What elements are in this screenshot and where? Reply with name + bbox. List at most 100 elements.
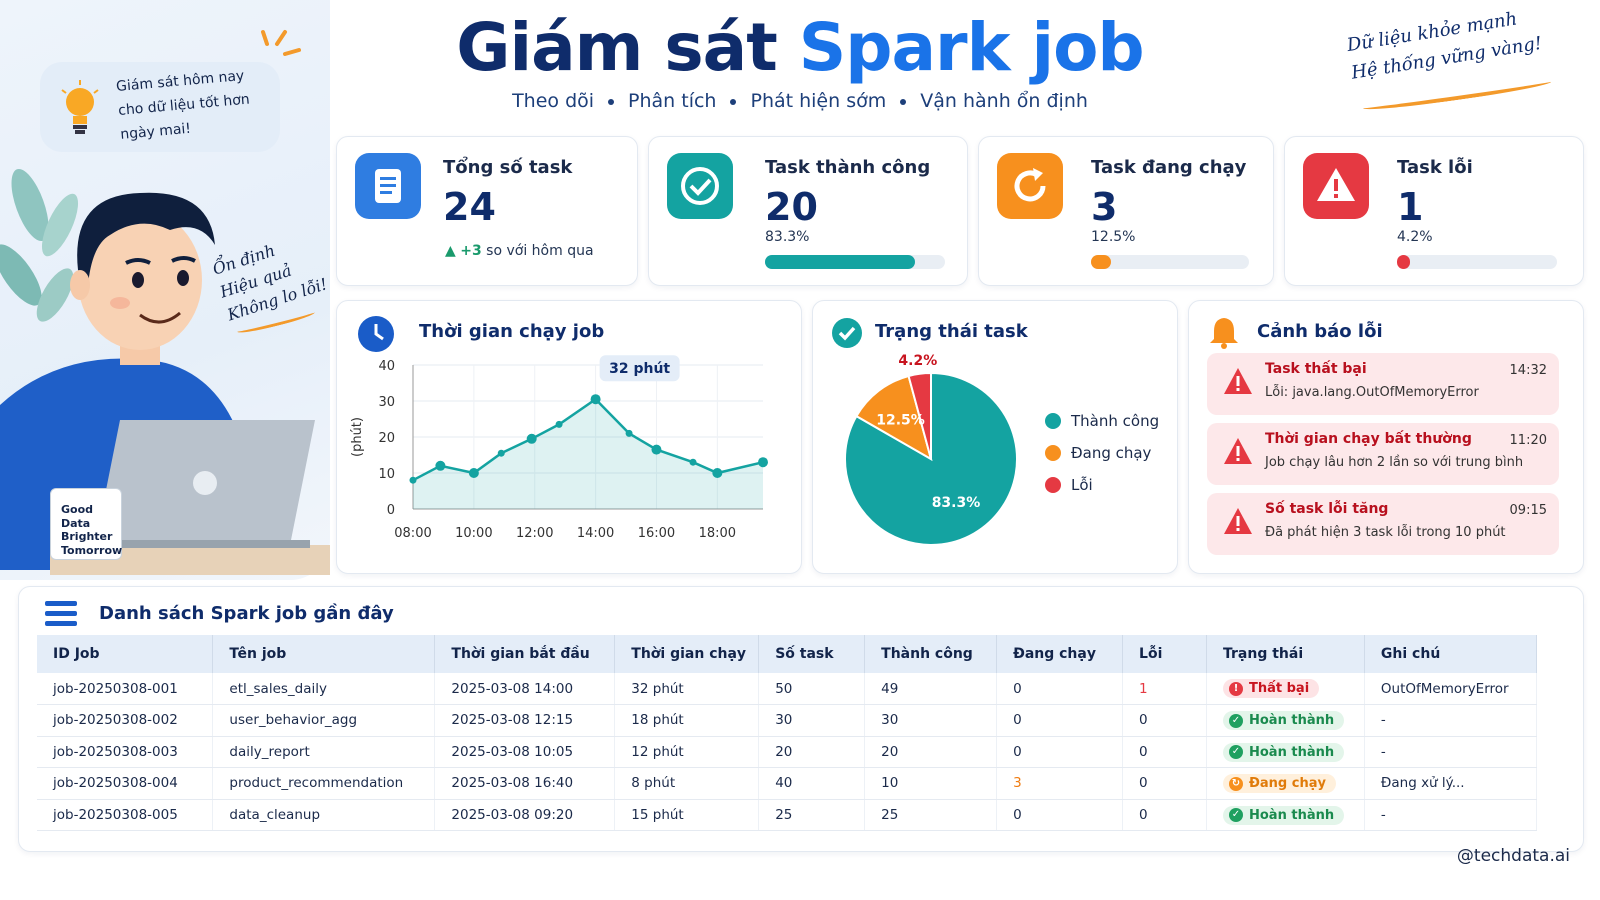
kpi-card-failed[interactable]: Task lỗi 1 4.2% <box>1284 136 1584 286</box>
tooltip-box <box>599 355 680 382</box>
kpi-card-running[interactable]: Task đang chạy 3 12.5% <box>978 136 1274 286</box>
pie-slice-label: 12.5% <box>876 412 925 428</box>
alert-desc: Đã phát hiện 3 task lỗi trong 10 phút <box>1265 525 1506 540</box>
table-cell-tasks: 50 <box>758 673 866 705</box>
table-cell-start: 2025-03-08 10:05 <box>434 736 616 768</box>
status-badge: ✓ Hoàn thành <box>1222 742 1345 762</box>
pie-slice <box>844 371 1018 546</box>
kpi-title: Task lỗi <box>1397 157 1473 178</box>
table-title: Danh sách Spark job gần đây <box>99 603 394 624</box>
table-cell-note: - <box>1364 799 1538 831</box>
legend-swatch <box>1045 445 1061 461</box>
y-tick-label: 40 <box>378 359 395 374</box>
laptop-illustration <box>50 420 330 575</box>
legend-item: Đang chạy <box>1045 437 1159 469</box>
bubble-text: Giám sát hôm nay cho dữ liệu tốt hơn ngà… <box>115 61 281 147</box>
tooltip-label: 32 phút <box>609 361 670 377</box>
table-cell-success: 20 <box>864 736 998 768</box>
legend-item: Thành công <box>1045 405 1159 437</box>
status-panel: Trạng thái task 83.3% 12.5% 4.2% Thành côn… <box>812 300 1178 574</box>
subtitle-item: Phát hiện sớm <box>750 90 887 112</box>
alert-item[interactable]: Số task lỗi tăng 09:15 Đã phát hiện 3 ta… <box>1207 493 1559 555</box>
subtitle: Theo dõi Phân tích Phát hiện sớm Vận hành ổ… <box>420 90 1180 112</box>
status-label: Hoàn thành <box>1248 713 1335 728</box>
table-row[interactable]: job-20250308-005 data_cleanup 2025-03-08 0… <box>37 799 1538 831</box>
table-cell-running: 0 <box>996 799 1124 831</box>
alert-item[interactable]: Thời gian chạy bất thường 11:20 Job chạy… <box>1207 423 1559 485</box>
slogan: Dữ liệu khỏe mạnh Hệ thống vững vàng! <box>1345 0 1581 88</box>
data-point <box>712 468 723 478</box>
kpi-card-success[interactable]: Task thành công 20 83.3% <box>648 136 968 286</box>
table-cell-id: job-20250308-004 <box>37 767 214 800</box>
table-row[interactable]: job-20250308-003 daily_report 2025-03-08 1… <box>37 736 1538 768</box>
running-icon: ↻ <box>1228 776 1243 791</box>
table-cell-status: ! Thất bại <box>1206 673 1365 705</box>
table-cell-id: job-20250308-003 <box>37 736 214 768</box>
table-cell-name: user_behavior_agg <box>212 704 436 737</box>
alert-title: Số task lỗi tăng <box>1265 501 1389 517</box>
data-point <box>435 460 446 471</box>
column-header[interactable]: Thành công <box>864 635 998 673</box>
status-label: Đang chạy <box>1248 776 1326 791</box>
status-badge: ↻ Đang chạy <box>1222 774 1336 793</box>
column-header[interactable]: Thời gian bắt đầu <box>434 635 616 673</box>
table-cell-running: 0 <box>996 704 1124 737</box>
mug-text-2: Data <box>61 516 91 530</box>
kpi-card-total[interactable]: Tổng số task 24 ▲ +3 so với hôm qua <box>336 136 638 286</box>
table-cell-running: 0 <box>996 736 1124 768</box>
jobs-table-wrap: ID Job Tên job Thời gian bắt đầu Thời gi… <box>37 635 1538 831</box>
check-icon: ✓ <box>1228 808 1243 822</box>
alert-item[interactable]: Task thất bại 14:32 Lỗi: java.lang.OutOf… <box>1207 353 1559 415</box>
table-row[interactable]: job-20250308-001 etl_sales_daily 2025-03-0… <box>37 673 1538 705</box>
table-row[interactable]: job-20250308-002 user_behavior_agg 2025-03… <box>37 704 1538 737</box>
kpi-title: Task thành công <box>765 157 931 178</box>
alerts-panel-title: Cảnh báo lỗi <box>1257 321 1383 342</box>
y-tick-label: 20 <box>378 431 395 446</box>
table-cell-success: 49 <box>864 673 998 705</box>
column-header[interactable]: Đang chạy <box>996 635 1124 673</box>
table-cell-duration: 15 phút <box>614 799 760 831</box>
table-cell-id: job-20250308-005 <box>37 799 214 831</box>
y-tick-label: 10 <box>378 467 395 482</box>
alert-desc: Job chạy lâu hơn 2 lần so với trung bình <box>1265 455 1524 470</box>
legend-label: Lỗi <box>1071 476 1093 494</box>
alert-time: 11:20 <box>1509 433 1547 448</box>
column-header[interactable]: Ghi chú <box>1364 635 1538 673</box>
column-header[interactable]: Thời gian chạy <box>614 635 760 673</box>
table-cell-running: 0 <box>996 673 1124 705</box>
bell-icon <box>1210 318 1238 349</box>
x-tick-label: 18:00 <box>699 526 736 541</box>
y-tick-label: 30 <box>378 395 395 410</box>
kpi-value: 1 <box>1397 185 1424 229</box>
legend-swatch <box>1045 413 1061 429</box>
status-label: Hoàn thành <box>1248 807 1335 823</box>
x-tick-label: 08:00 <box>394 526 431 541</box>
table-cell-note: - <box>1364 704 1538 737</box>
error-icon: ! <box>1228 681 1243 696</box>
column-header[interactable]: Tên job <box>212 635 436 673</box>
table-cell-note: - <box>1364 736 1538 768</box>
table-cell-name: daily_report <box>212 736 436 768</box>
legend-swatch <box>1045 477 1061 493</box>
kpi-progress-fill <box>1091 255 1111 269</box>
column-header[interactable]: Số task <box>758 635 866 673</box>
check-circle-icon <box>832 318 862 348</box>
kpi-title: Tổng số task <box>443 157 573 178</box>
status-panel-title: Trạng thái task <box>875 321 1028 342</box>
footer-handle[interactable]: @techdata.ai <box>1456 846 1570 866</box>
table-row[interactable]: job-20250308-004 product_recommendation 20… <box>37 767 1538 800</box>
table-cell-success: 25 <box>864 799 998 831</box>
data-point <box>758 457 768 468</box>
page-title: Giám sát Spark job <box>420 8 1180 88</box>
column-header[interactable]: Trạng thái <box>1206 635 1365 673</box>
kpi-value: 3 <box>1091 185 1118 229</box>
column-header[interactable]: Lỗi <box>1122 635 1207 673</box>
data-point <box>497 449 505 457</box>
mug-text-1: Good <box>61 503 94 516</box>
slogan-underline <box>1362 76 1552 114</box>
column-header[interactable]: ID Job <box>37 635 214 673</box>
pie-slice-label: 83.3% <box>932 495 981 511</box>
alert-time: 09:15 <box>1509 503 1547 518</box>
table-cell-name: product_recommendation <box>212 767 436 800</box>
kpi-title: Task đang chạy <box>1091 157 1247 178</box>
